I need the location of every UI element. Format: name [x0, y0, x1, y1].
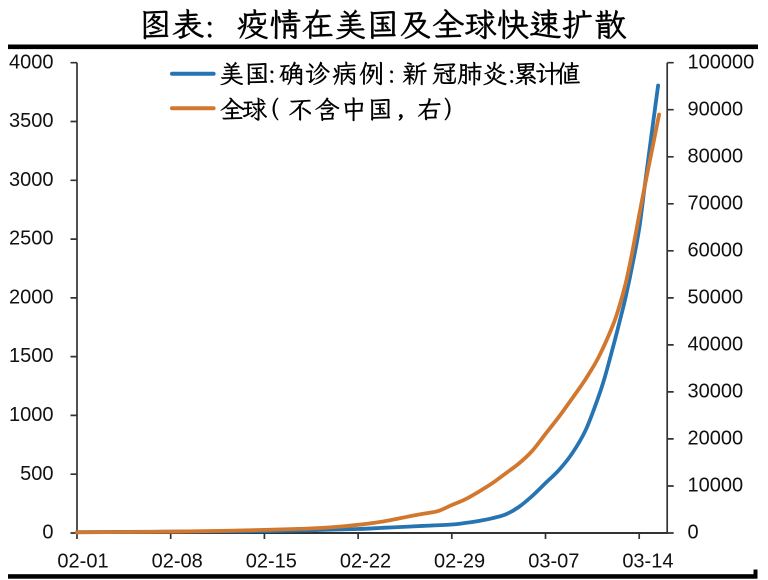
svg-text:1000: 1000: [9, 404, 54, 426]
svg-text:03-07: 03-07: [528, 551, 579, 573]
svg-text:02-08: 02-08: [152, 551, 203, 573]
svg-text:02-15: 02-15: [246, 551, 297, 573]
svg-text:80000: 80000: [688, 145, 744, 167]
svg-text:02-29: 02-29: [434, 551, 485, 573]
svg-text:2000: 2000: [9, 287, 54, 309]
svg-text:60000: 60000: [688, 239, 744, 261]
svg-text:50000: 50000: [688, 287, 744, 309]
svg-text:30000: 30000: [688, 381, 744, 403]
svg-text:40000: 40000: [688, 334, 744, 356]
svg-text:03-14: 03-14: [622, 551, 673, 573]
svg-text:70000: 70000: [688, 192, 744, 214]
svg-text:100000: 100000: [688, 51, 755, 73]
svg-text:02-22: 02-22: [340, 551, 391, 573]
svg-text:3500: 3500: [9, 110, 54, 132]
svg-text:4000: 4000: [9, 51, 54, 73]
svg-text:0: 0: [688, 522, 699, 544]
svg-text:3000: 3000: [9, 169, 54, 191]
svg-text:10000: 10000: [688, 475, 744, 497]
svg-text:90000: 90000: [688, 98, 744, 120]
svg-text:2500: 2500: [9, 228, 54, 250]
svg-text:20000: 20000: [688, 428, 744, 450]
svg-text:1500: 1500: [9, 345, 54, 367]
svg-text:0: 0: [42, 522, 53, 544]
svg-text:500: 500: [20, 463, 53, 485]
svg-text:02-01: 02-01: [57, 551, 108, 573]
